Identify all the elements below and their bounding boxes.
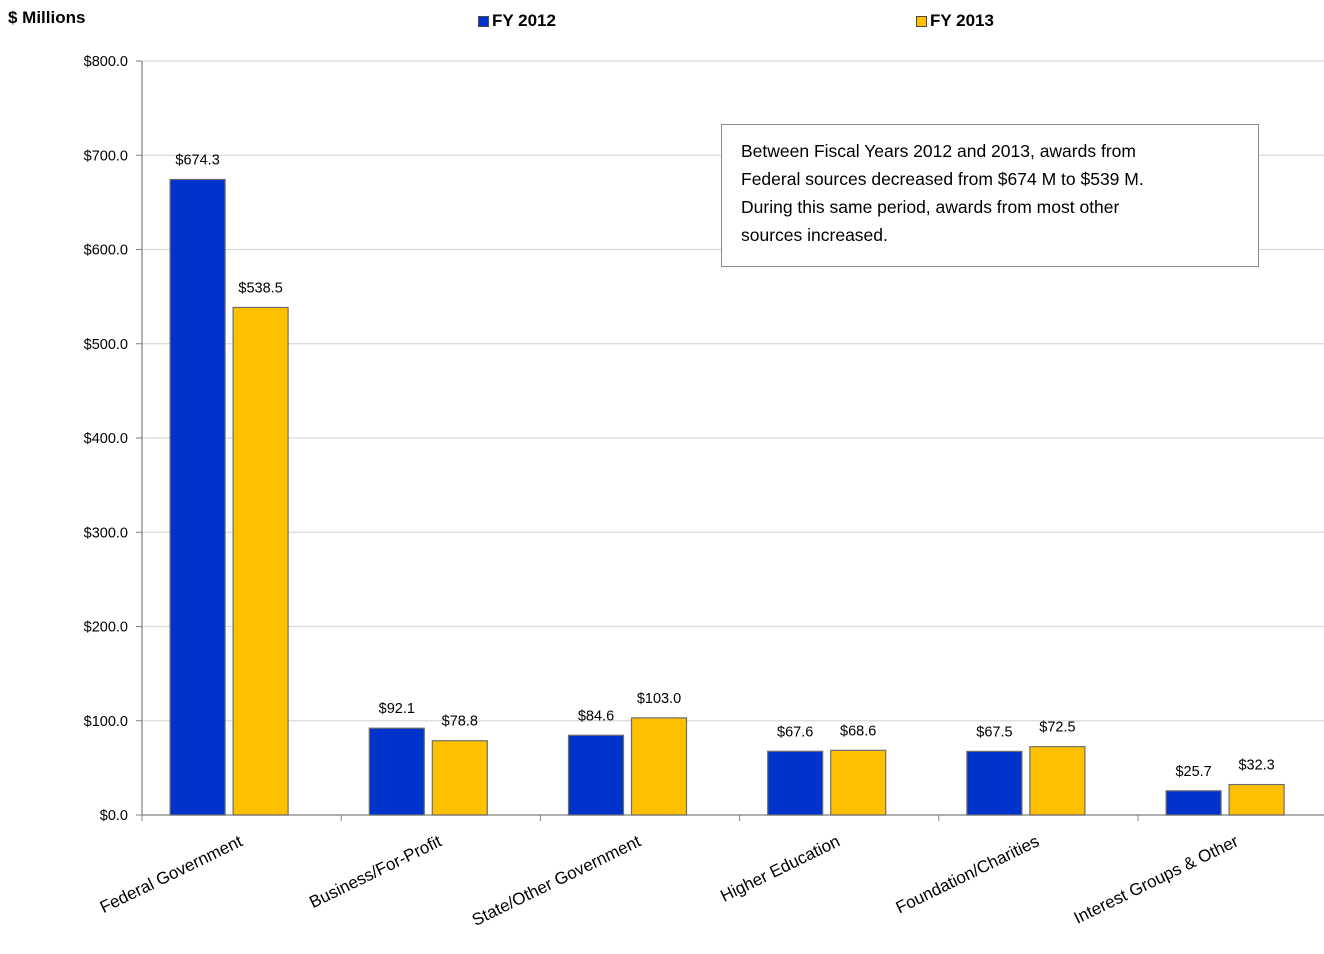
data-label: $103.0	[637, 691, 681, 707]
data-label: $92.1	[379, 701, 415, 717]
x-tick-label: Foundation/Charities	[893, 832, 1042, 918]
y-tick-label: $400.0	[84, 431, 128, 447]
x-tick-label: Business/For-Profit	[306, 831, 444, 912]
x-tick-label: State/Other Government	[469, 831, 644, 929]
bar	[232, 306, 289, 816]
legend-swatch-fy2013	[916, 15, 927, 27]
bar	[966, 750, 1023, 816]
data-label: $72.5	[1039, 720, 1075, 736]
x-tick-label: Higher Education	[717, 832, 843, 906]
bar	[1029, 746, 1086, 816]
y-tick-label: $300.0	[84, 525, 128, 541]
bar	[767, 750, 824, 816]
data-label: $674.3	[175, 152, 219, 168]
y-tick-label: $200.0	[84, 620, 128, 636]
annotation-line: Federal sources decreased from $674 M to…	[741, 169, 1144, 189]
y-tick-label: $600.0	[84, 243, 128, 259]
annotation-line: Between Fiscal Years 2012 and 2013, awar…	[741, 141, 1136, 161]
y-tick-label: $100.0	[84, 714, 128, 730]
bar	[630, 717, 688, 816]
bar	[169, 178, 226, 816]
bar	[1228, 783, 1285, 816]
data-label: $78.8	[442, 714, 478, 730]
bar	[431, 740, 488, 816]
bar	[830, 749, 887, 816]
data-label: $25.7	[1175, 764, 1211, 780]
annotation-line: During this same period, awards from mos…	[741, 197, 1120, 217]
data-label: $538.5	[238, 280, 282, 296]
data-label: $67.6	[777, 724, 813, 740]
data-label: $67.5	[976, 724, 1012, 740]
y-axis-unit-label: $ Millions	[8, 8, 86, 27]
data-label: $68.6	[840, 723, 876, 739]
legend-swatch-fy2012	[478, 15, 489, 27]
legend-label-fy2012: FY 2012	[492, 11, 556, 30]
y-tick-label: $0.0	[100, 808, 128, 824]
y-tick-label: $800.0	[84, 54, 128, 70]
data-label: $32.3	[1238, 758, 1274, 774]
bar	[368, 727, 425, 816]
legend-label-fy2013: FY 2013	[930, 11, 994, 30]
legend-item-fy2013: FY 2013	[916, 11, 994, 31]
y-tick-label: $500.0	[84, 337, 128, 353]
legend-item-fy2012: FY 2012	[478, 11, 556, 31]
y-tick-label: $700.0	[84, 148, 128, 164]
data-label: $84.6	[578, 708, 614, 724]
annotation-box: Between Fiscal Years 2012 and 2013, awar…	[721, 124, 1259, 267]
x-tick-label: Interest Groups & Other	[1071, 831, 1242, 927]
bar	[1165, 790, 1222, 816]
x-tick-label: Federal Government	[97, 831, 246, 917]
bar	[567, 734, 625, 816]
annotation-line: sources increased.	[741, 225, 888, 245]
